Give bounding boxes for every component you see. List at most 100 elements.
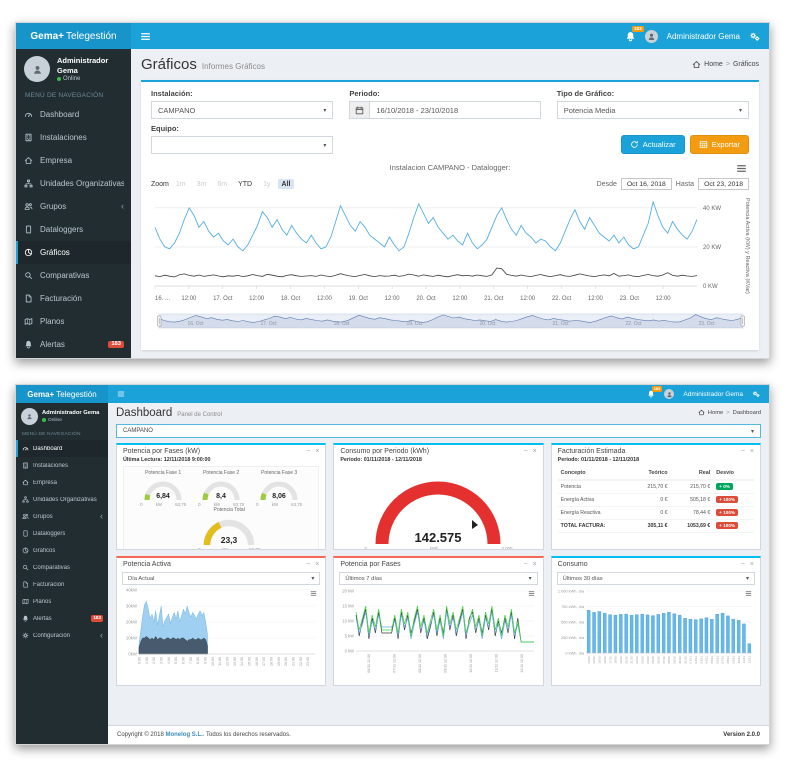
settings-icon[interactable] — [749, 31, 760, 42]
sidebar-item-planos[interactable]: Planos — [16, 593, 108, 610]
sidebar-item-unidades[interactable]: Unidades Organizativas — [16, 172, 131, 195]
svg-text:12:00: 12:00 — [226, 657, 230, 666]
brand-logo[interactable]: Gema+ Telegestión — [16, 23, 131, 49]
hasta-input[interactable]: Oct 23, 2018 — [698, 178, 749, 190]
chart-menu-icon[interactable] — [745, 590, 752, 597]
avatar[interactable] — [664, 389, 675, 399]
sidebar-item-graficos[interactable]: Gráficos — [16, 542, 108, 559]
svg-text:30/10: 30/10 — [678, 656, 682, 664]
sidebar-item-facturacion[interactable]: Facturación — [16, 287, 131, 310]
periodo-mini-select[interactable]: Últimos 7 días ▾ — [339, 572, 538, 585]
gear-icon — [22, 632, 29, 639]
breadcrumb-home[interactable]: Home — [707, 409, 724, 416]
collapse-icon[interactable]: − — [306, 561, 311, 568]
sidebar-item-alertas[interactable]: Alertas 183 — [16, 333, 131, 356]
brand-logo[interactable]: Gema+ Telegestión — [16, 385, 108, 403]
close-icon[interactable]: × — [532, 561, 537, 568]
tachometer-icon — [22, 445, 29, 452]
periodo-input[interactable]: 16/10/2018 - 23/10/2018 — [369, 101, 541, 119]
svg-text:01/11: 01/11 — [688, 656, 692, 664]
zoom-button-ytd[interactable]: YTD — [238, 180, 253, 188]
svg-text:23. Oct: 23. Oct — [698, 321, 715, 327]
zoom-label: Zoom — [151, 180, 169, 188]
sidebar-item-dataloggers[interactable]: Dataloggers — [16, 525, 108, 542]
sidebar-toggle[interactable] — [117, 390, 125, 398]
notifications-button[interactable]: 183 — [625, 25, 644, 42]
collapse-icon[interactable]: − — [740, 561, 745, 568]
sidebar-item-grupos[interactable]: Grupos ‹ — [16, 508, 108, 525]
file-icon — [24, 294, 33, 303]
tipo-grafico-select[interactable]: Potencia Media ▾ — [556, 101, 749, 119]
close-icon[interactable]: × — [315, 561, 320, 568]
sidebar-item-empresa[interactable]: Empresa — [16, 149, 131, 172]
equipo-select[interactable]: ▾ — [151, 136, 334, 154]
sidebar-item-facturacion[interactable]: Facturación — [16, 576, 108, 593]
sidebar-item-instalaciones[interactable]: Instalaciones — [16, 126, 131, 149]
notifications-button[interactable]: 183 — [647, 386, 663, 398]
sidebar-item-dataloggers[interactable]: Dataloggers — [16, 218, 131, 241]
sidebar-item-alertas[interactable]: Alertas 183 — [16, 610, 108, 627]
close-icon[interactable]: × — [532, 448, 537, 455]
svg-text:2:00: 2:00 — [152, 657, 156, 664]
zoom-button-1m[interactable]: 1m — [175, 180, 186, 188]
breadcrumb-home[interactable]: Home — [704, 61, 723, 68]
svg-text:07/11: 07/11 — [720, 656, 724, 664]
card-facturacion-estimada: Facturación Estimada − × Periodo: 01/11/2… — [550, 443, 761, 550]
close-icon[interactable]: × — [749, 448, 754, 455]
chart-menu-icon[interactable] — [528, 590, 535, 597]
periodo-mini-select[interactable]: Últimos 30 días ▾ — [556, 572, 755, 585]
gauges-panel: Potencia Fase 1 6,84 0 kW 63,75 Potencia Fase… — [123, 466, 320, 549]
chart-navigator[interactable]: 16. Oct 17. Oct 18. Oct 19. Oct 20. Oct 21. O… — [151, 312, 751, 334]
periodo-mini-select[interactable]: Día Actual ▾ — [122, 572, 321, 585]
online-dot — [42, 418, 46, 423]
sidebar-item-comparativas[interactable]: Comparativas — [16, 559, 108, 576]
export-icon — [699, 140, 708, 149]
chart-menu-icon[interactable] — [310, 590, 317, 597]
sidebar-item-configuracion[interactable]: Configuración‹ — [16, 356, 131, 358]
zoom-button-3m[interactable]: 3m — [196, 180, 207, 188]
zoom-button-all[interactable]: All — [277, 179, 295, 189]
sidebar-item-instalaciones[interactable]: Instalaciones — [16, 457, 108, 474]
instalacion-select[interactable]: CAMPANO ▾ — [151, 101, 334, 119]
exportar-button[interactable]: Exportar — [689, 135, 749, 154]
settings-icon[interactable] — [752, 390, 760, 398]
sidebar-item-comparativas[interactable]: Comparativas — [16, 264, 131, 287]
svg-text:29/10: 29/10 — [672, 656, 676, 664]
user-menu[interactable]: Administrador Gema — [683, 390, 743, 398]
sidebar-item-grupos[interactable]: Grupos ‹ — [16, 195, 131, 218]
consumo-chart[interactable]: 1.000 kWh. día 750 kWh. día 500 kWh. día 25… — [554, 586, 760, 682]
breadcrumb-current: Gráficos — [732, 61, 759, 68]
sidebar-item-dashboard[interactable]: Dashboard — [16, 103, 131, 126]
actualizar-button[interactable]: Actualizar — [620, 135, 685, 154]
zoom-button-1y[interactable]: 1y — [263, 180, 271, 188]
close-icon[interactable]: × — [749, 561, 754, 568]
sidebar-item-unidades[interactable]: Unidades Organizativas — [16, 491, 108, 508]
company-link[interactable]: Monelog S.L. — [165, 732, 203, 738]
collapse-icon[interactable]: − — [523, 561, 528, 568]
sidebar-item-label: Unidades Organizativas — [40, 179, 124, 188]
avatar[interactable] — [644, 29, 658, 43]
potencia-fases-chart[interactable]: 20 kW 15 kW 10 kW 5 kW 0 kW 06/11 12:00 07/11 … — [336, 586, 542, 682]
potencia-media-chart[interactable]: 40 KW 20 KW 0 KW 16. ... 12:00 17. Oct 12:00 18… — [151, 192, 751, 310]
chart-menu-icon[interactable] — [736, 163, 747, 174]
sidebar-item-empresa[interactable]: Empresa — [16, 474, 108, 491]
sidebar-item-planos[interactable]: Planos — [16, 310, 131, 333]
nav-header: MENÚ DE NAVEGACIÓN — [25, 92, 104, 99]
user-menu[interactable]: Administrador Gema — [666, 31, 740, 41]
sidebar-item-graficos[interactable]: Gráficos — [16, 241, 131, 264]
collapse-icon[interactable]: − — [740, 448, 745, 455]
collapse-icon[interactable]: − — [306, 448, 311, 455]
collapse-icon[interactable]: − — [523, 448, 528, 455]
sidebar-item-label: Planos — [40, 317, 65, 326]
sidebar-item-configuracion[interactable]: Configuración‹ — [16, 627, 108, 644]
user-panel: Administrador Gema Online — [16, 403, 108, 429]
sidebar-item-dashboard[interactable]: Dashboard — [16, 440, 108, 457]
svg-text:24/10: 24/10 — [645, 656, 649, 664]
desde-input[interactable]: Oct 16, 2018 — [620, 178, 672, 190]
close-icon[interactable]: × — [315, 448, 320, 455]
sidebar-toggle[interactable] — [140, 31, 151, 42]
zoom-button-6m[interactable]: 6m — [217, 180, 228, 188]
pie-chart-icon — [24, 248, 33, 257]
instalacion-selector[interactable]: CAMPANO ▾ — [116, 424, 761, 438]
